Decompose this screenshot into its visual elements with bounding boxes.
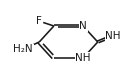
Text: N: N [79,21,87,31]
Text: H₂N: H₂N [13,44,33,54]
Text: NH: NH [75,53,91,63]
Text: NH: NH [105,31,121,41]
Text: F: F [36,16,41,26]
